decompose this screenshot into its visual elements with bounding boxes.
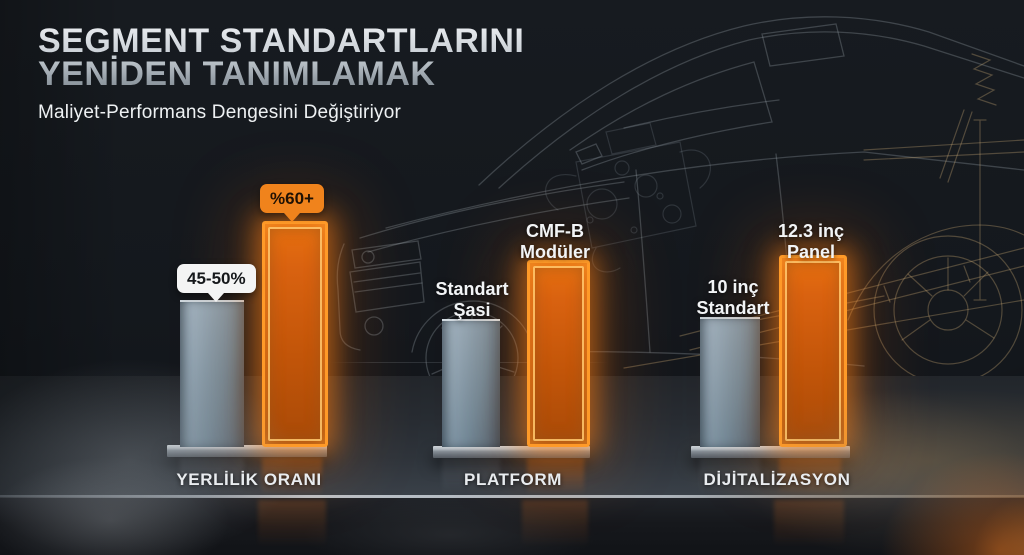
bar-standard-dijitalizasyon: [700, 317, 760, 447]
bar-label-line: Panel: [786, 242, 836, 263]
bar-label-line: Standart: [696, 298, 770, 319]
callout-value: 45-50%: [187, 268, 246, 288]
header: SEGMENT STANDARTLARINI YENİDEN TANIMLAMA…: [38, 25, 524, 124]
bar-label-line: 12.3 inç: [777, 221, 845, 241]
pedestal-dijitalizasyon: [691, 446, 850, 458]
bar-reflection: [262, 458, 322, 494]
bar-standard-yerlilik: [180, 300, 244, 447]
bar-reflection: [527, 458, 584, 494]
category-label-dijitalizasyon: DİJİTALİZASYON: [703, 470, 851, 489]
bar-label-line: Standart: [435, 279, 509, 299]
bar-reflection: [700, 458, 760, 492]
bar-standard-platform: [442, 319, 500, 447]
bar-highlight-platform: [527, 260, 590, 447]
orange-glow-corner: [940, 460, 1024, 555]
bar-label-line: CMF-B: [526, 221, 584, 241]
bar-highlight-dijitalizasyon: [779, 255, 847, 447]
title-line1: SEGMENT STANDARTLARINI: [38, 22, 525, 60]
pedestal-yerlilik: [167, 445, 327, 457]
callout-value: %60+: [270, 188, 314, 208]
pedestal-platform: [433, 446, 590, 458]
page-subtitle: Maliyet-Performans Dengesini Değiştiriyo…: [38, 102, 401, 123]
bar-label-standard-platform: Standart Şasi: [402, 279, 542, 321]
bar-reflection: [258, 500, 326, 545]
page-title: SEGMENT STANDARTLARINI YENİDEN TANIMLAMA…: [38, 25, 524, 91]
bar-highlight-yerlilik: [262, 221, 328, 447]
title-line2: YENİDEN TANIMLAMAK: [38, 55, 436, 93]
bar-label-highlight-platform: CMF-B Modüler: [485, 221, 625, 263]
bar-reflection: [522, 500, 588, 545]
stage-front: [0, 498, 1024, 555]
stage-edge: [0, 495, 1024, 498]
bar-reflection: [774, 500, 844, 545]
bar-reflection: [779, 458, 841, 494]
orange-glow-bottom-right: [830, 410, 1024, 555]
bar-label-line: 10 inç: [707, 277, 759, 297]
bar-label-standard-dijitalizasyon: 10 inç Standart: [663, 277, 803, 319]
category-label-platform: PLATFORM: [464, 470, 562, 489]
category-label-yerlilik: YERLİLİK ORANI: [176, 470, 322, 489]
bar-label-line: Modüler: [520, 242, 590, 263]
bar-reflection: [180, 458, 244, 492]
bar-label-line: Şasi: [453, 300, 491, 321]
callout-highlight-yerlilik: %60+: [260, 184, 324, 213]
bar-reflection: [442, 458, 500, 492]
callout-standard-yerlilik: 45-50%: [177, 264, 256, 293]
bar-label-highlight-dijitalizasyon: 12.3 inç Panel: [741, 221, 881, 263]
floor: [0, 376, 1024, 497]
